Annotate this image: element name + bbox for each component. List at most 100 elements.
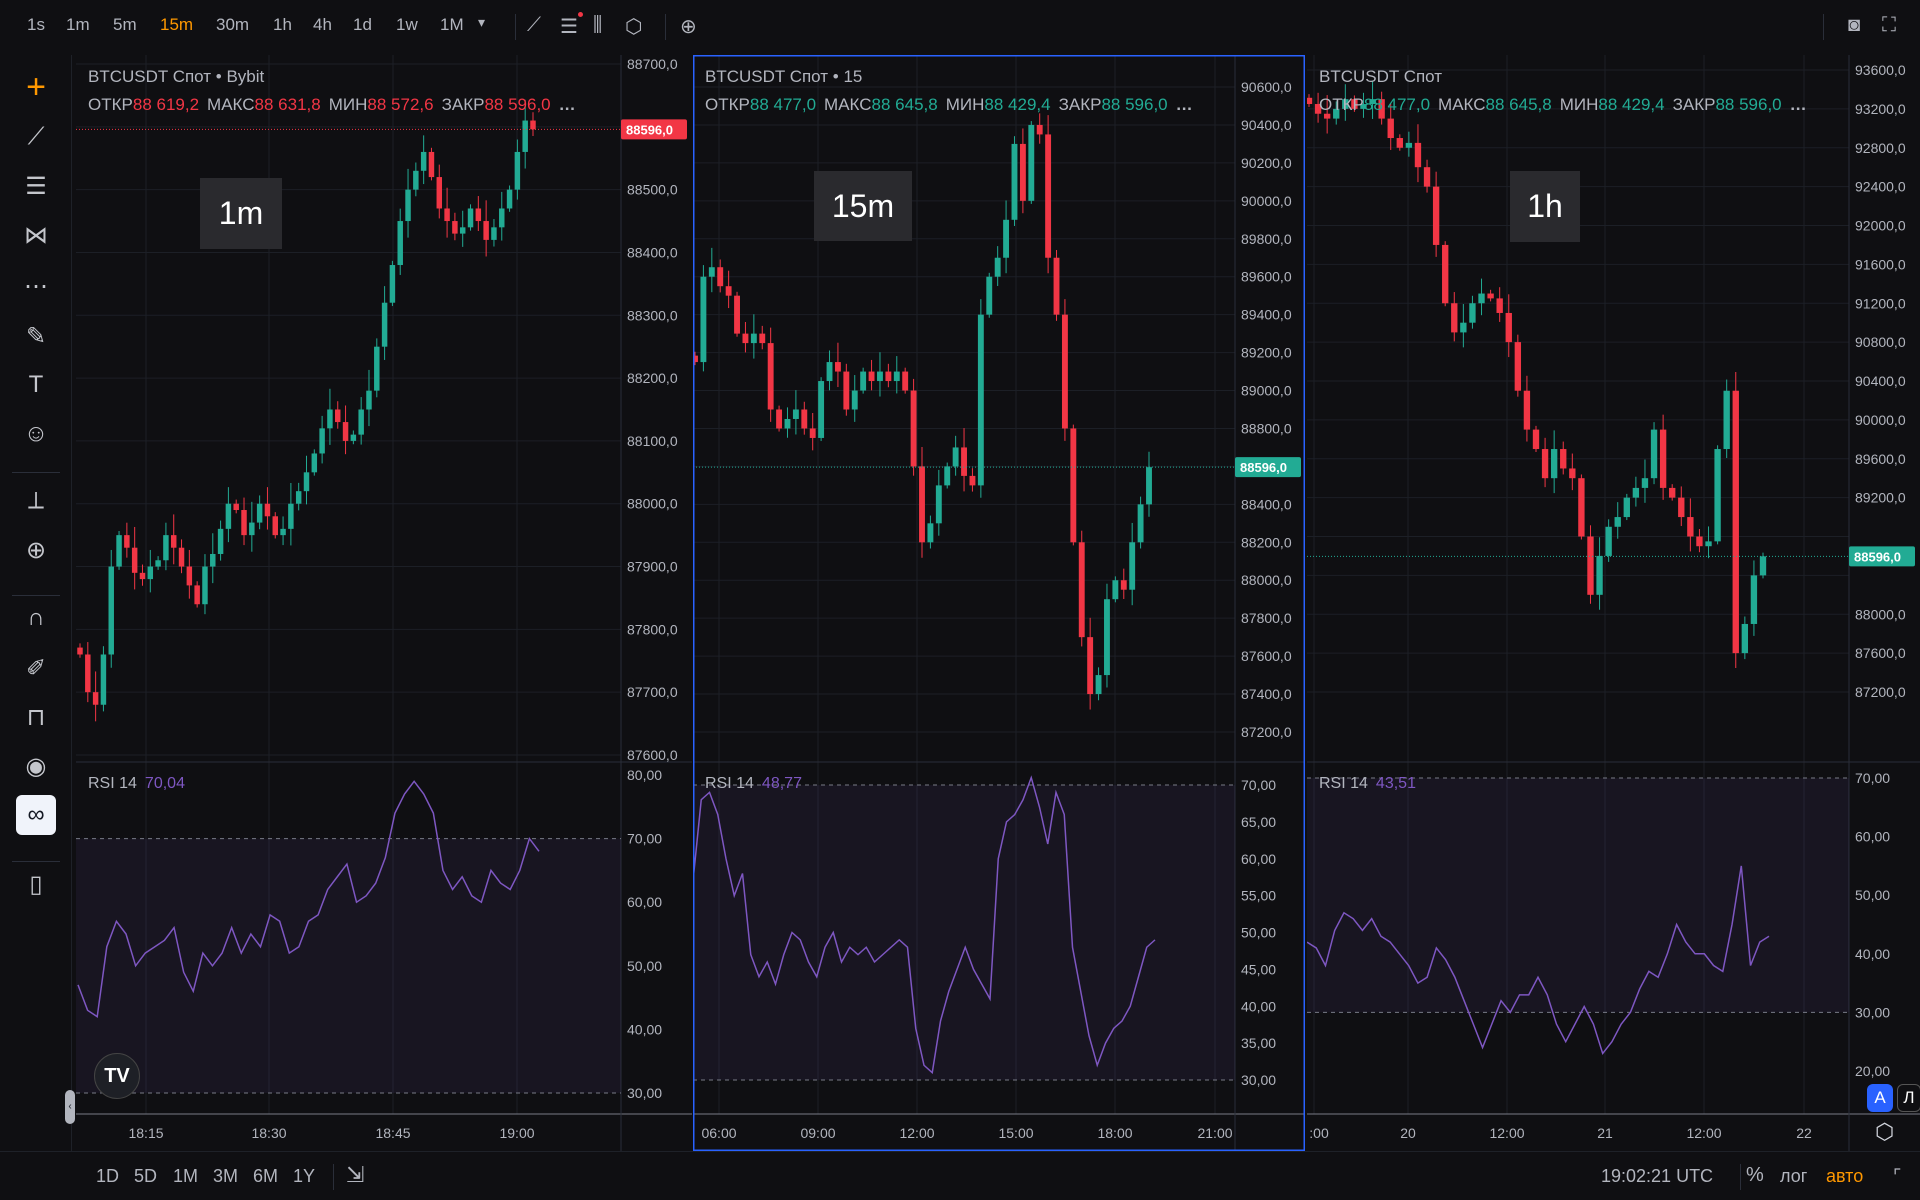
- interval-1m[interactable]: 1m: [66, 15, 90, 34]
- chart-pane-1h[interactable]: 87200,0 87600,0 88000,0 89200,0 89600,0 90000…: [1307, 55, 1920, 1151]
- go-to-date-icon[interactable]: ⇲: [346, 1162, 365, 1187]
- interval-4h[interactable]: 4h: [313, 15, 332, 34]
- interval-1s[interactable]: 1s: [27, 15, 45, 34]
- time-tick-label: 19:00: [499, 1125, 535, 1141]
- ohlc-label: ЗАКР: [1672, 95, 1716, 114]
- price-tick-label: 93600,0: [1855, 62, 1906, 78]
- price-tick-label: 87900,0: [627, 559, 678, 575]
- interval-1M[interactable]: 1M: [440, 15, 464, 34]
- interval-label: 1m: [200, 178, 282, 249]
- candle: [420, 135, 427, 185]
- rsi-legend[interactable]: RSI 14 70,04: [88, 775, 185, 793]
- trend-line-icon[interactable]: ⟋: [27, 123, 45, 150]
- log-scale-button[interactable]: Л: [1897, 1084, 1920, 1112]
- interval-30m[interactable]: 30m: [216, 15, 250, 34]
- candle-type-icon[interactable]: ⫼: [593, 14, 603, 36]
- auto-scale-button[interactable]: A: [1867, 1084, 1893, 1112]
- range-3M[interactable]: 3M: [213, 1166, 239, 1186]
- candle: [1120, 568, 1127, 600]
- candle: [877, 352, 883, 397]
- rsi-legend[interactable]: RSI 14 43,51: [1319, 775, 1416, 793]
- rsi-tick-label: 60,00: [627, 894, 662, 910]
- candle: [1369, 80, 1376, 119]
- log-scale-toggle[interactable]: лог: [1780, 1166, 1808, 1186]
- candle: [776, 405, 783, 432]
- candle: [1405, 131, 1413, 157]
- symbol-title[interactable]: BTCUSDT Спот • 15: [705, 67, 863, 86]
- candle: [1342, 84, 1349, 121]
- range-5D[interactable]: 5D: [134, 1166, 158, 1186]
- lock-drawing-icon[interactable]: ✐: [25, 654, 47, 682]
- interval-dropdown-icon[interactable]: ▾: [478, 14, 486, 30]
- candle: [1423, 159, 1431, 193]
- rsi-legend[interactable]: RSI 14 48,77: [705, 775, 802, 793]
- range-1M[interactable]: 1M: [173, 1166, 199, 1186]
- symbol-title[interactable]: BTCUSDT Спот: [1319, 67, 1443, 86]
- chart-pane-15m[interactable]: 87200,0 87400,0 87600,0 87800,0 88000,0 88200…: [693, 55, 1305, 1151]
- interval-15m[interactable]: 15m: [160, 15, 194, 34]
- ohlc-value: 88 645,8: [871, 95, 938, 114]
- magnet-icon[interactable]: ∩: [27, 604, 45, 631]
- clock[interactable]: 19:02:21 UTC: [1601, 1166, 1714, 1186]
- rsi-title: RSI 14: [1319, 775, 1368, 792]
- add-icon[interactable]: ⊕: [680, 16, 697, 38]
- candle: [186, 549, 193, 599]
- symbol-legend[interactable]: BTCUSDT Спот • Bybit: [88, 67, 264, 87]
- interval-5m[interactable]: 5m: [113, 15, 137, 34]
- percent-scale-button[interactable]: %: [1746, 1164, 1764, 1186]
- pattern-icon[interactable]: ⋈: [24, 221, 48, 249]
- chart-canvas[interactable]: 87200,0 87400,0 87600,0 87800,0 88000,0 88200…: [693, 55, 1305, 1151]
- fib-lines-icon[interactable]: ☰: [25, 172, 47, 200]
- zoom-in-icon[interactable]: ⊕: [25, 536, 47, 564]
- range-6M[interactable]: 6M: [253, 1166, 279, 1186]
- candle: [1523, 375, 1531, 442]
- unlock-icon[interactable]: ⊓: [26, 703, 46, 731]
- link-icon[interactable]: ∞: [16, 795, 56, 835]
- chart-canvas[interactable]: 87600,0 87700,0 87800,0 87900,0 88000,0 88100…: [76, 55, 692, 1151]
- auto-scale-toggle[interactable]: авто: [1826, 1166, 1864, 1186]
- chart-pane-1m[interactable]: 87600,0 87700,0 87800,0 87900,0 88000,0 88100…: [76, 55, 692, 1151]
- candle: [303, 455, 310, 505]
- crosshair-icon[interactable]: +: [26, 67, 46, 106]
- ohlc-value: 88 596,0: [1101, 95, 1168, 114]
- ruler-icon[interactable]: ⟂: [27, 487, 44, 514]
- more-icon[interactable]: …: [1789, 95, 1807, 114]
- candle: [834, 342, 841, 388]
- trash-icon[interactable]: ▯: [29, 870, 43, 898]
- candle: [366, 369, 372, 427]
- settings-icon[interactable]: ⬡: [625, 16, 643, 38]
- camera-icon[interactable]: ◙: [1848, 14, 1861, 36]
- tradingview-logo[interactable]: TV: [94, 1053, 140, 1099]
- range-1D[interactable]: 1D: [96, 1166, 120, 1186]
- price-tick-label: 89800,0: [1241, 231, 1292, 247]
- ohlc-value: 88 645,8: [1485, 95, 1552, 114]
- interval-1d[interactable]: 1d: [353, 15, 372, 34]
- indicators-icon[interactable]: ⟋: [527, 14, 541, 36]
- rsi-tick-label: 40,00: [1855, 946, 1890, 962]
- alerts-icon[interactable]: ☰: [560, 16, 578, 38]
- more-icon[interactable]: …: [1175, 95, 1193, 114]
- rsi-tick-label: 55,00: [1241, 888, 1276, 904]
- interval-1h[interactable]: 1h: [273, 15, 292, 34]
- candle: [358, 397, 364, 445]
- projection-icon[interactable]: ⋯: [24, 272, 48, 300]
- more-icon[interactable]: …: [558, 95, 576, 114]
- chart-settings-icon[interactable]: ⬡: [1875, 1119, 1895, 1144]
- symbol-title[interactable]: BTCUSDT Спот • Bybit: [88, 67, 265, 86]
- eye-icon[interactable]: ◉: [25, 752, 47, 780]
- maximize-icon[interactable]: ⌜: [1893, 1166, 1902, 1186]
- candle: [1104, 583, 1110, 688]
- interval-1w[interactable]: 1w: [396, 15, 418, 34]
- price-tick-label: 90000,0: [1241, 193, 1292, 209]
- fullscreen-icon[interactable]: ⛶: [1882, 14, 1896, 36]
- collapse-sidebar-handle[interactable]: ‹: [65, 1090, 75, 1124]
- chart-canvas[interactable]: 87200,0 87600,0 88000,0 89200,0 89600,0 90000…: [1307, 55, 1920, 1151]
- range-1Y[interactable]: 1Y: [293, 1166, 316, 1186]
- candle: [902, 367, 909, 394]
- emoji-icon[interactable]: ☺: [23, 420, 49, 447]
- candle: [1028, 121, 1035, 204]
- symbol-legend[interactable]: BTCUSDT Спот • 15: [705, 67, 862, 87]
- symbol-legend[interactable]: BTCUSDT Спот: [1319, 67, 1442, 87]
- text-icon[interactable]: T: [28, 371, 44, 398]
- brush-icon[interactable]: ✎: [25, 322, 47, 350]
